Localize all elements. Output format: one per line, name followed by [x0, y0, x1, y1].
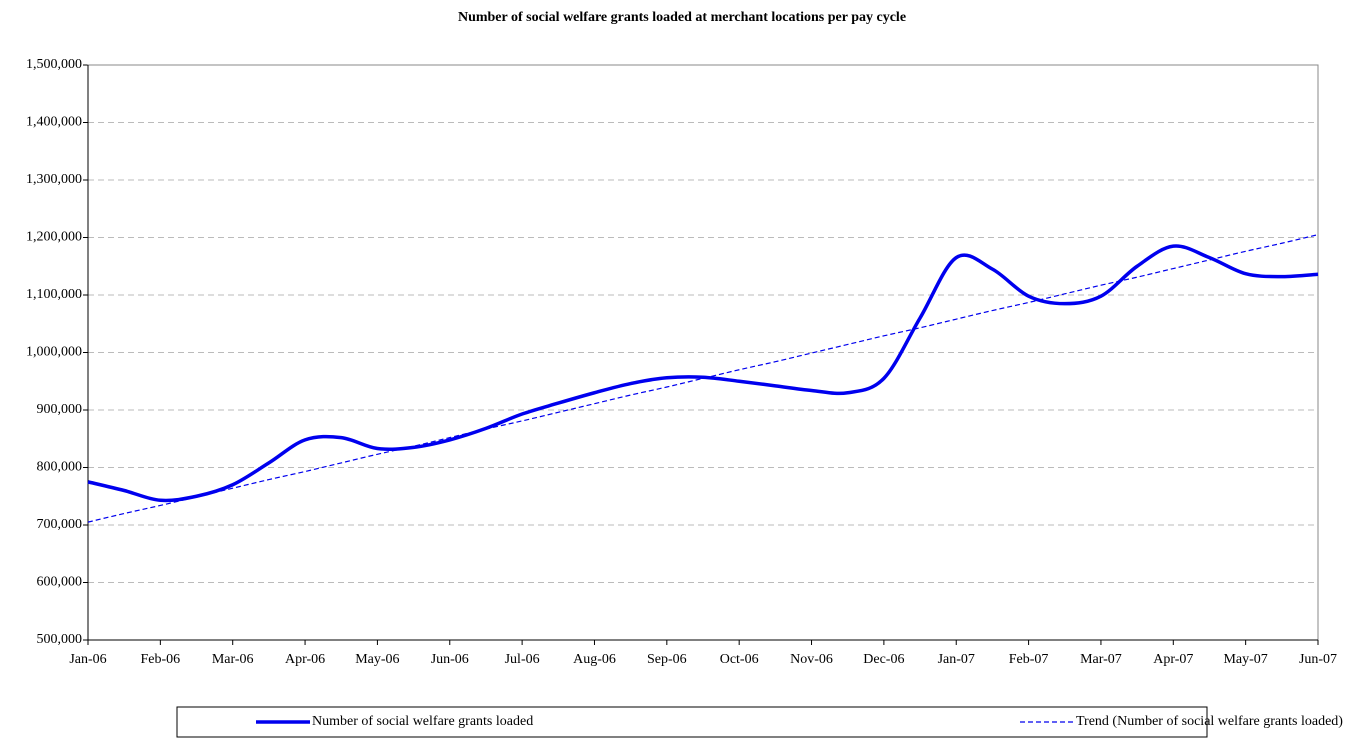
x-tick-label: Jan-07	[938, 652, 975, 667]
y-tick-label: 1,000,000	[26, 345, 82, 360]
y-tick-label: 600,000	[37, 575, 83, 590]
x-tick-label: Sep-06	[647, 652, 687, 667]
x-tick-label: Feb-06	[141, 652, 181, 667]
y-tick-label: 800,000	[37, 460, 83, 475]
x-tick-label: May-06	[355, 652, 399, 667]
x-tick-label: Mar-07	[1080, 652, 1122, 667]
series-line	[87, 234, 1319, 523]
series-line	[87, 244, 1319, 503]
x-tick-label: Oct-06	[720, 652, 759, 667]
y-tick-label: 1,300,000	[26, 172, 82, 187]
x-tick-label: Mar-06	[212, 652, 254, 667]
x-tick-label: Jun-06	[431, 652, 469, 667]
x-tick-label: Nov-06	[790, 652, 833, 667]
x-tick-label: Dec-06	[863, 652, 904, 667]
legend-label: Number of social welfare grants loaded	[312, 714, 533, 729]
chart-title: Number of social welfare grants loaded a…	[458, 10, 906, 25]
x-tick-label: Jun-07	[1299, 652, 1337, 667]
legend-box	[176, 706, 1208, 738]
x-tick-label: Aug-06	[573, 652, 616, 667]
y-tick-label: 1,500,000	[26, 57, 82, 72]
y-tick-label: 1,400,000	[26, 115, 82, 130]
y-tick-label: 700,000	[37, 517, 83, 532]
x-tick-label: Jan-06	[69, 652, 106, 667]
y-tick-label: 1,100,000	[26, 287, 82, 302]
x-tick-label: May-07	[1223, 652, 1267, 667]
y-tick-label: 500,000	[37, 632, 83, 647]
y-tick-label: 1,200,000	[26, 230, 82, 245]
x-tick-label: Apr-06	[285, 652, 325, 667]
legend-label: Trend (Number of social welfare grants l…	[1076, 714, 1343, 729]
x-tick-label: Jul-06	[505, 652, 540, 667]
x-tick-label: Apr-07	[1153, 652, 1193, 667]
x-tick-label: Feb-07	[1009, 652, 1049, 667]
y-tick-label: 900,000	[37, 402, 83, 417]
